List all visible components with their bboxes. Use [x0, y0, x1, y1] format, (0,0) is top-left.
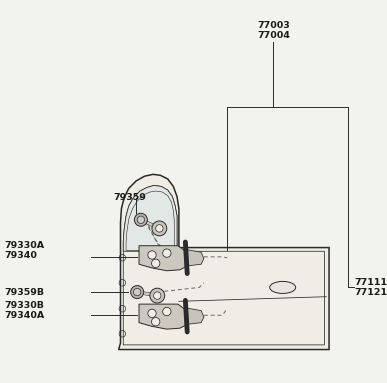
Circle shape [131, 286, 144, 299]
Polygon shape [123, 185, 177, 251]
Polygon shape [139, 304, 189, 329]
Circle shape [150, 288, 165, 303]
Text: 77003
77004: 77003 77004 [257, 21, 290, 40]
Circle shape [163, 249, 171, 257]
Polygon shape [119, 174, 329, 350]
Text: 77111
77121: 77111 77121 [354, 278, 387, 297]
Text: 79330B
79340A: 79330B 79340A [5, 301, 45, 320]
Circle shape [152, 318, 160, 326]
Text: 79359B: 79359B [5, 288, 45, 296]
Circle shape [137, 216, 145, 223]
Polygon shape [185, 249, 204, 266]
Circle shape [152, 221, 167, 236]
Ellipse shape [270, 282, 296, 293]
Polygon shape [185, 308, 204, 324]
Circle shape [163, 307, 171, 316]
Polygon shape [118, 250, 329, 348]
Circle shape [156, 225, 163, 232]
Text: 79330A
79340: 79330A 79340 [5, 241, 45, 260]
Circle shape [134, 288, 141, 296]
Polygon shape [139, 246, 189, 271]
Circle shape [154, 292, 161, 299]
Text: 79359: 79359 [113, 193, 146, 202]
Circle shape [148, 309, 156, 318]
Circle shape [152, 259, 160, 267]
Circle shape [148, 251, 156, 259]
Circle shape [134, 213, 147, 226]
